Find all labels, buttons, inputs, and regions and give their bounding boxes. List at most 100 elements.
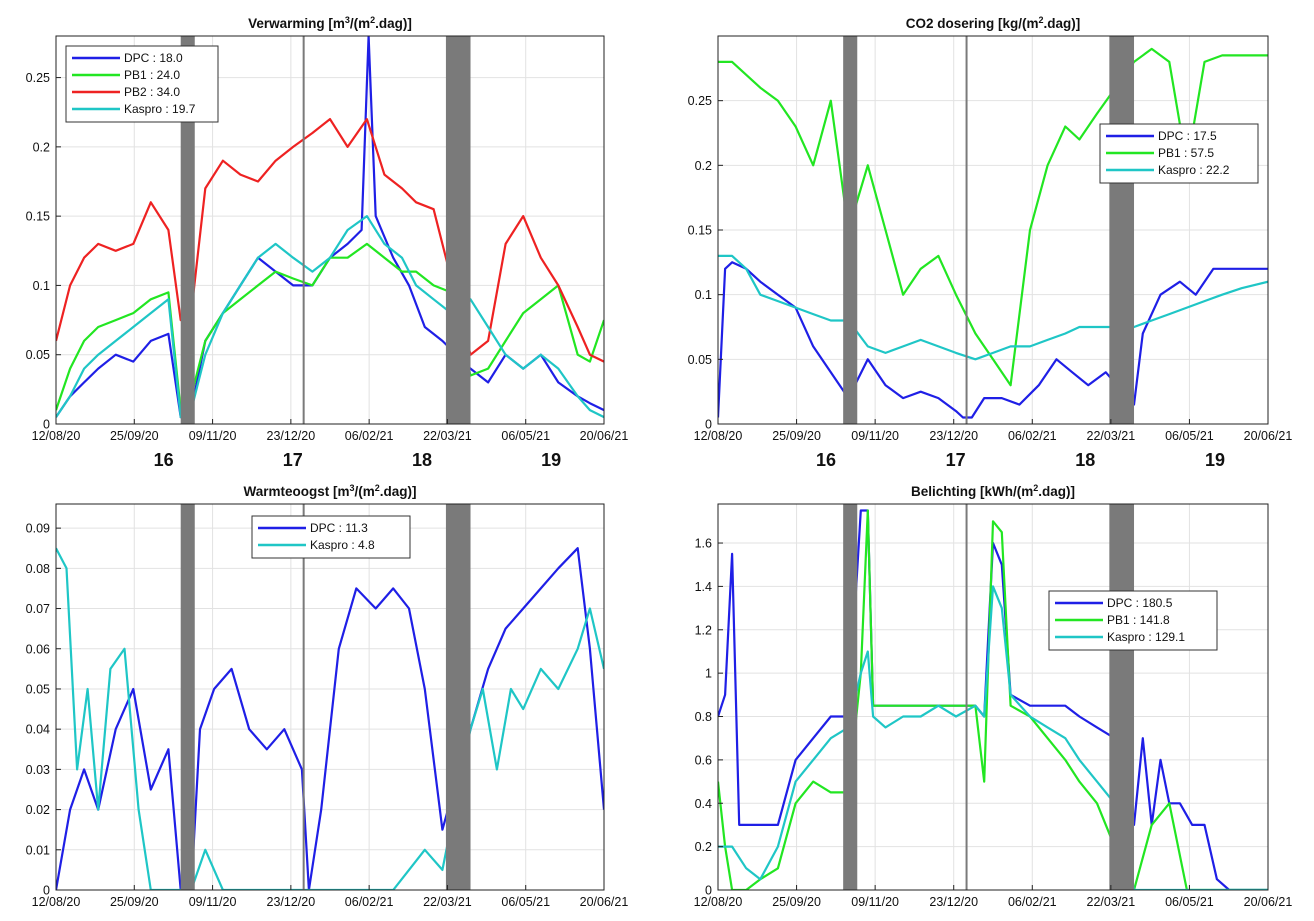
legend: DPC : 17.5 PB1 : 57.5 Kaspro : 22.2 [1099,123,1259,184]
x-tick-label: 20/06/21 [580,895,629,909]
x-tick-label: 25/09/20 [110,895,159,909]
x-tick-label: 23/12/20 [929,895,978,909]
gap-bar-2 [1109,504,1135,890]
legend-label: Kaspro : 22.2 [1158,163,1230,177]
week-label: 18 [412,450,432,470]
x-tick-label: 09/11/20 [851,895,899,909]
x-tick-label: 06/02/21 [345,895,394,909]
y-tick-label: 0.06 [26,642,50,656]
week-label: 17 [283,450,303,470]
series-line-3 [718,585,1268,890]
x-tick-label: 06/02/21 [345,429,394,443]
x-tick-label: 20/06/21 [1244,429,1293,443]
axes-frame [55,35,605,425]
x-tick-label: 22/03/21 [1087,429,1136,443]
x-tick-label: 06/02/21 [1008,429,1057,443]
y-tick-label: 0 [43,884,50,898]
series-line-2 [718,509,1268,890]
x-tick-label: 22/03/21 [1087,895,1136,909]
series-line-3 [718,254,1268,361]
gap-bar-2 [1109,36,1135,424]
y-tick-label: 1.2 [695,623,712,637]
y-tick-label: 0.15 [26,210,50,224]
legend: DPC : 18.0 PB1 : 24.0 PB2 : 34.0 Kaspro : 1… [65,45,219,123]
chart-title: CO2 dosering [kg/(m2.dag)] [906,15,1081,31]
gap-bar-1 [180,36,195,424]
gap-bar-2 [445,504,471,890]
y-tick-label: 0 [705,884,712,898]
x-tick-label: 23/12/20 [267,895,316,909]
series-line-3 [56,117,604,363]
y-tick-label: 0.05 [688,353,712,367]
week-label: 16 [154,450,174,470]
y-tick-label: 0.2 [695,159,712,173]
legend-label: DPC : 11.3 [310,521,368,535]
legend-label: Kaspro : 4.8 [310,538,375,552]
y-tick-label: 1 [705,667,712,681]
y-tick-label: 0 [43,418,50,432]
axes-frame [55,503,605,891]
y-tick-label: 0.05 [26,682,50,696]
legend-box [251,515,411,559]
legend-label: DPC : 18.0 [124,51,183,65]
plot-area [718,504,1268,890]
series-line-2 [56,547,604,890]
x-tick-label: 09/11/20 [189,429,237,443]
y-tick-label: 0.07 [26,602,50,616]
y-tick-label: 0.15 [688,224,712,238]
x-tick-label: 09/11/20 [189,895,237,909]
x-tick-label: 22/03/21 [423,429,472,443]
x-tick-label: 06/02/21 [1008,895,1057,909]
legend-label: PB1 : 141.8 [1107,613,1170,627]
chart-1: 12/08/20 25/09/20 09/11/20 23/12/20 06/02/21… [26,15,629,470]
series-line-2 [56,242,604,412]
y-tick-label: 0.4 [695,797,712,811]
legend-label: Kaspro : 19.7 [124,102,196,116]
x-tick-label: 12/08/20 [694,895,743,909]
gap-bar-1 [180,504,195,890]
x-tick-label: 06/05/21 [501,895,550,909]
series-line-2 [718,47,1268,387]
x-tick-label: 23/12/20 [929,429,978,443]
y-tick-label: 0.25 [26,71,50,85]
x-tick-label: 06/05/21 [1165,895,1214,909]
week-label: 19 [541,450,561,470]
y-tick-label: 0.08 [26,562,50,576]
x-tick-label: 25/09/20 [772,429,821,443]
series-group [718,509,1268,890]
y-tick-label: 0.2 [695,840,712,854]
y-tick-label: 1.4 [695,580,712,594]
axes-frame [717,503,1269,891]
chart-title: Verwarming [m3/(m2.dag)] [248,15,412,31]
x-tick-label: 25/09/20 [772,895,821,909]
chart-4: 12/08/20 25/09/20 09/11/20 23/12/20 06/02/21… [694,483,1293,909]
y-tick-label: 0.03 [26,763,50,777]
gap-bar-1 [843,504,858,890]
week-label: 16 [816,450,836,470]
x-tick-label: 25/09/20 [110,429,159,443]
chart-title: Warmteoogst [m3/(m2.dag)] [243,483,416,499]
y-tick-label: 0.2 [33,140,50,154]
x-tick-label: 12/08/20 [32,429,81,443]
x-tick-label: 20/06/21 [580,429,629,443]
y-tick-label: 0.1 [33,279,50,293]
y-tick-label: 0.1 [695,288,712,302]
series-line-1 [56,547,604,890]
legend-label: PB2 : 34.0 [124,85,180,99]
series-group [56,547,604,890]
y-tick-label: 0.8 [695,710,712,724]
legend-label: DPC : 180.5 [1107,596,1173,610]
legend-label: PB1 : 57.5 [1158,146,1214,160]
chart-2: 12/08/20 25/09/20 09/11/20 23/12/20 06/02/21… [688,15,1293,470]
series-line-1 [718,261,1268,419]
x-tick-label: 09/11/20 [851,429,899,443]
week-label: 19 [1205,450,1225,470]
x-tick-label: 06/05/21 [501,429,550,443]
y-tick-label: 0.25 [688,94,712,108]
x-tick-label: 06/05/21 [1165,429,1214,443]
x-tick-label: 22/03/21 [423,895,472,909]
gap-bar-1 [843,36,858,424]
y-tick-label: 0.01 [26,843,50,857]
y-tick-label: 0 [705,418,712,432]
